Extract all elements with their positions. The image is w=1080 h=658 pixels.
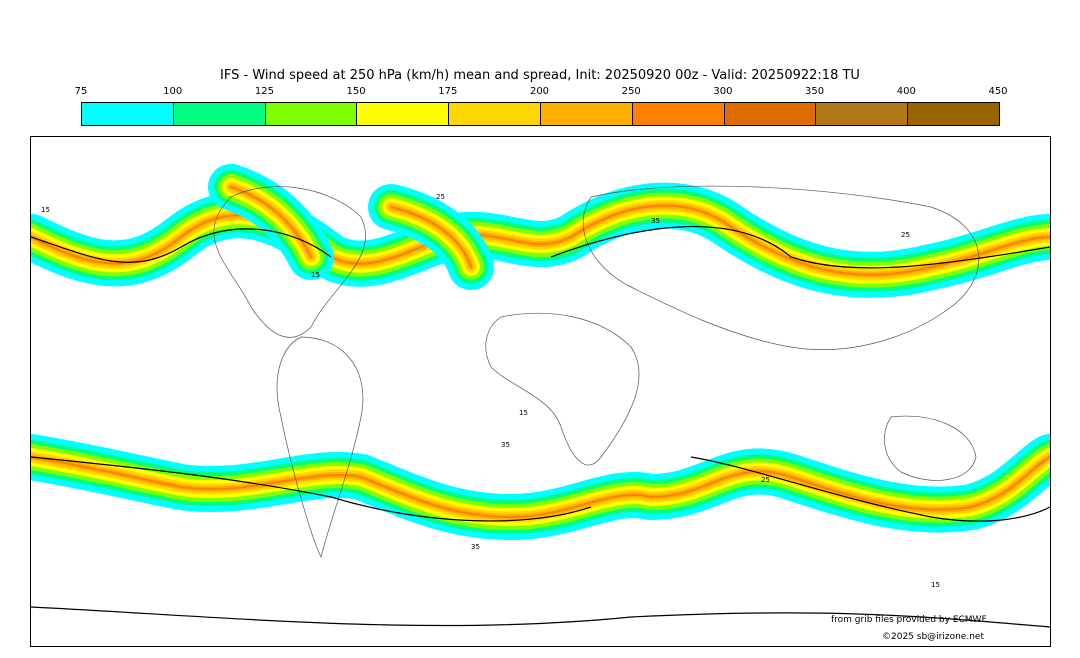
copyright-credit: ©2025 sb@irizone.net <box>882 632 984 642</box>
continent-outlines <box>213 185 980 559</box>
colorbar-bin <box>908 103 999 125</box>
contour-label: 35 <box>501 441 510 449</box>
contour-labels: 15 25 35 15 25 35 15 25 15 35 <box>41 193 940 589</box>
colorbar-tick-label: 450 <box>988 86 1008 97</box>
colorbar-tick-label: 125 <box>254 86 274 97</box>
colorbar-bin <box>540 103 633 125</box>
colorbar-bin <box>357 103 450 125</box>
colorbar-tick-label: 175 <box>438 86 458 97</box>
colorbar-tick-label: 200 <box>529 86 550 97</box>
colorbar-bin <box>724 103 817 125</box>
contour-label: 15 <box>311 271 320 279</box>
colorbar-bin <box>632 103 725 125</box>
colorbar-tick-label: 100 <box>163 86 183 97</box>
colorbar-tick-label: 150 <box>346 86 366 97</box>
contour-label: 15 <box>519 409 528 417</box>
spread-contours <box>31 226 1050 628</box>
data-source-credit: from grib files provided by ECMWF <box>831 615 987 625</box>
colorbar-tick-label: 300 <box>713 86 733 97</box>
colorbar-bin <box>449 103 541 125</box>
colorbar-tick-label: 250 <box>621 86 641 97</box>
wind-speed-map: 15 25 35 15 25 35 15 25 15 35 <box>30 136 1051 647</box>
map-svg: 15 25 35 15 25 35 15 25 15 35 <box>31 164 1050 628</box>
colorbar-tick-label: 75 <box>74 86 88 97</box>
colorbar-tick-label: 400 <box>896 86 916 97</box>
jet-band <box>31 204 1050 276</box>
colorbar-bin <box>82 103 174 125</box>
jet-band <box>230 186 312 258</box>
colorbar-bin <box>816 103 909 125</box>
jet-band <box>390 206 472 268</box>
contour-label: 25 <box>436 193 445 201</box>
chart-title: IFS - Wind speed at 250 hPa (km/h) mean … <box>220 68 860 83</box>
contour-label: 25 <box>761 476 770 484</box>
contour-label: 35 <box>471 543 480 551</box>
contour-label: 15 <box>931 581 940 589</box>
jet-band <box>31 456 1050 519</box>
contour-label: 15 <box>41 206 50 214</box>
contour-label: 25 <box>901 231 910 239</box>
jet-stream-bands <box>31 164 1050 541</box>
colorbar-bin <box>173 103 266 125</box>
colorbar <box>81 102 1000 126</box>
colorbar-tick-label: 350 <box>805 86 825 97</box>
colorbar-bin <box>265 103 358 125</box>
contour-label: 35 <box>651 217 660 225</box>
